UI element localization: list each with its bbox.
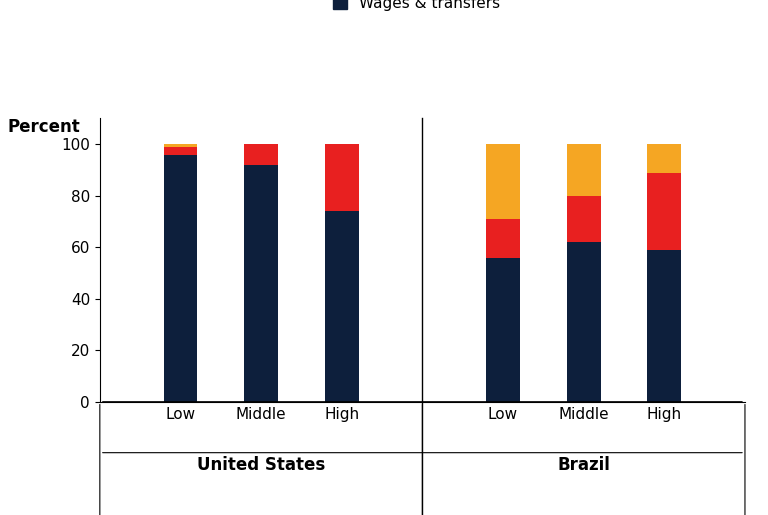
Bar	[164, 147, 197, 154]
Bar	[647, 144, 681, 173]
Bar	[567, 144, 601, 196]
Bar	[486, 219, 520, 258]
Bar	[244, 165, 278, 402]
Text: Percent: Percent	[8, 118, 81, 136]
Legend: Nonmonetary, Self-employment & investment, Wages & transfers: Nonmonetary, Self-employment & investmen…	[333, 0, 598, 11]
Bar	[486, 144, 520, 219]
Bar	[567, 242, 601, 402]
Bar	[325, 144, 359, 211]
Bar	[647, 173, 681, 250]
Text: Brazil: Brazil	[558, 456, 610, 473]
Bar	[486, 258, 520, 402]
Bar	[164, 144, 197, 147]
Bar	[567, 196, 601, 242]
Bar	[164, 154, 197, 402]
Text: United States: United States	[197, 456, 325, 473]
Bar	[325, 211, 359, 402]
Bar	[647, 250, 681, 402]
Bar	[244, 144, 278, 165]
